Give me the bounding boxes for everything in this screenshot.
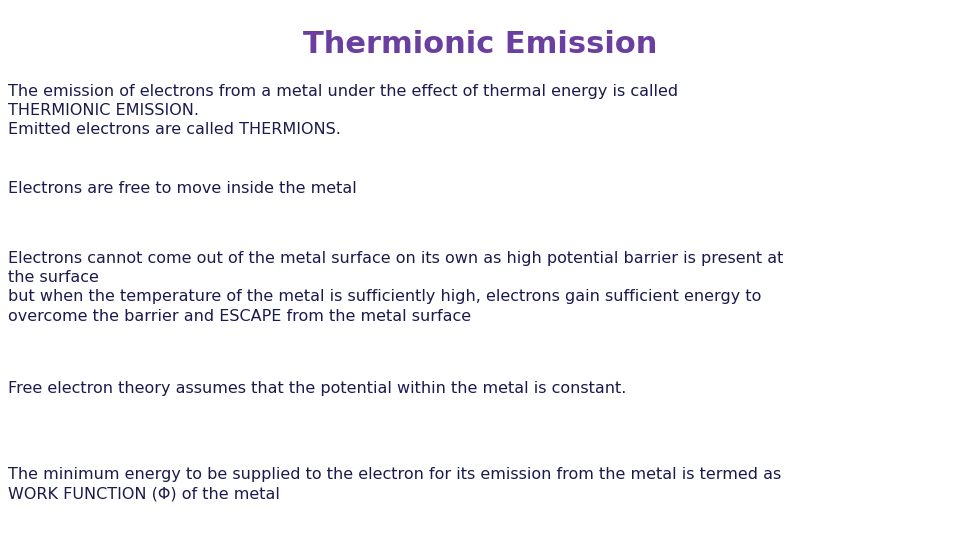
Text: Free electron theory assumes that the potential within the metal is constant.: Free electron theory assumes that the po… <box>8 381 626 396</box>
Text: The emission of electrons from a metal under the effect of thermal energy is cal: The emission of electrons from a metal u… <box>8 84 678 137</box>
Text: The minimum energy to be supplied to the electron for its emission from the meta: The minimum energy to be supplied to the… <box>8 467 781 501</box>
Text: Thermionic Emission: Thermionic Emission <box>302 30 658 59</box>
Text: Electrons cannot come out of the metal surface on its own as high potential barr: Electrons cannot come out of the metal s… <box>8 251 783 323</box>
Text: Electrons are free to move inside the metal: Electrons are free to move inside the me… <box>8 181 357 196</box>
